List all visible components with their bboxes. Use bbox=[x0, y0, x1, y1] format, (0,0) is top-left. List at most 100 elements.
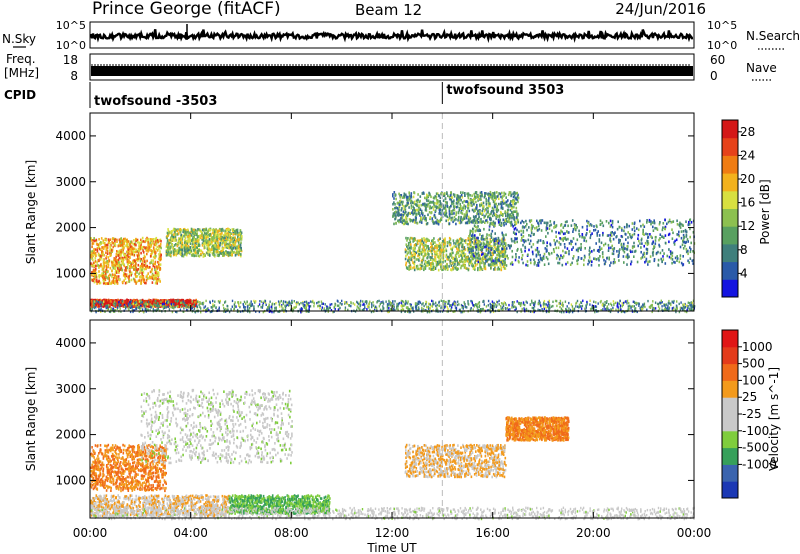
power-cell bbox=[476, 259, 478, 262]
power-cell bbox=[447, 218, 449, 222]
power-cell bbox=[137, 279, 140, 283]
power-cell bbox=[431, 201, 434, 204]
power-cell bbox=[505, 203, 508, 207]
power-cell bbox=[530, 231, 533, 235]
power-cell bbox=[130, 273, 132, 277]
power-cell bbox=[116, 240, 118, 243]
power-cell bbox=[112, 277, 115, 280]
power-cell bbox=[444, 213, 446, 217]
power-cell bbox=[405, 249, 408, 253]
power-cell bbox=[170, 298, 172, 302]
power-cell bbox=[401, 207, 403, 210]
power-cell bbox=[99, 303, 101, 307]
power-cell bbox=[509, 191, 512, 194]
power-cell bbox=[96, 261, 98, 264]
power-cell bbox=[151, 281, 154, 284]
power-cell bbox=[171, 234, 173, 238]
power-cell bbox=[493, 194, 496, 197]
power-cell bbox=[444, 239, 446, 243]
power-cell bbox=[151, 277, 154, 280]
power-cell bbox=[125, 269, 128, 272]
power-cell bbox=[492, 198, 494, 201]
power-cell bbox=[154, 243, 157, 247]
power-cell bbox=[180, 236, 183, 240]
power-cell bbox=[493, 201, 496, 204]
power-cell bbox=[477, 229, 479, 232]
power-cell bbox=[159, 266, 161, 270]
power-cell bbox=[477, 212, 480, 216]
power-cell bbox=[94, 248, 97, 251]
power-cell bbox=[423, 216, 425, 220]
power-cell bbox=[112, 279, 114, 282]
power-cell bbox=[140, 268, 142, 272]
power-cell bbox=[488, 213, 491, 216]
power-cell bbox=[406, 267, 409, 270]
power-cell bbox=[467, 247, 469, 251]
power-cell bbox=[433, 250, 436, 253]
power-cell bbox=[640, 250, 642, 254]
power-cell bbox=[399, 218, 401, 222]
power-cell bbox=[223, 253, 225, 256]
power-cell bbox=[512, 202, 514, 206]
power-cell bbox=[413, 252, 415, 255]
power-cell bbox=[212, 231, 214, 235]
power-cell bbox=[623, 261, 625, 264]
power-cell bbox=[230, 232, 232, 235]
power-cell bbox=[124, 269, 126, 272]
power-cell bbox=[105, 268, 108, 272]
power-cell bbox=[454, 254, 457, 257]
power-cell bbox=[471, 200, 474, 204]
power-cell bbox=[201, 228, 204, 232]
power-cell bbox=[465, 258, 467, 261]
power-cell bbox=[114, 271, 117, 274]
power-cell bbox=[239, 229, 242, 232]
power-cell bbox=[580, 243, 582, 246]
power-cell bbox=[446, 263, 448, 266]
power-cell bbox=[142, 270, 144, 274]
power-cell bbox=[179, 228, 181, 232]
power-cell bbox=[206, 247, 209, 250]
power-cell bbox=[129, 261, 131, 264]
power-cell bbox=[214, 255, 216, 258]
power-cell bbox=[430, 242, 432, 245]
power-cell bbox=[180, 244, 183, 247]
power-cell bbox=[167, 243, 170, 246]
power-cell bbox=[436, 252, 439, 256]
power-cell bbox=[221, 243, 223, 246]
power-cell bbox=[474, 197, 476, 200]
power-cell bbox=[154, 265, 156, 269]
power-cell bbox=[497, 240, 499, 243]
power-cell bbox=[502, 218, 505, 222]
power-cell bbox=[417, 267, 420, 271]
power-cell bbox=[183, 304, 186, 307]
power-cell bbox=[492, 238, 494, 242]
power-cell bbox=[490, 212, 492, 216]
power-cell bbox=[524, 249, 526, 253]
power-cell bbox=[219, 241, 222, 245]
power-cell bbox=[488, 255, 491, 259]
power-cell bbox=[496, 208, 499, 211]
power-cell bbox=[426, 199, 428, 203]
power-cell bbox=[427, 202, 430, 206]
power-cell bbox=[520, 229, 522, 233]
power-cell bbox=[585, 232, 588, 235]
power-cell bbox=[168, 246, 171, 249]
power-cell bbox=[184, 238, 186, 242]
power-cell bbox=[487, 211, 489, 214]
power-cell bbox=[152, 255, 155, 259]
power-cell bbox=[483, 264, 485, 267]
power-cell bbox=[473, 192, 475, 196]
power-cell bbox=[170, 241, 172, 244]
power-cell bbox=[120, 267, 123, 270]
power-cell bbox=[410, 247, 412, 250]
power-cell bbox=[143, 245, 145, 249]
power-cell bbox=[453, 219, 456, 222]
power-cell bbox=[438, 248, 440, 252]
power-cell bbox=[208, 229, 211, 232]
power-cell bbox=[117, 278, 120, 281]
power-cell bbox=[147, 237, 150, 241]
power-cell bbox=[448, 195, 451, 199]
power-cell bbox=[420, 219, 423, 223]
power-cell bbox=[107, 238, 110, 241]
power-cell bbox=[657, 258, 660, 262]
